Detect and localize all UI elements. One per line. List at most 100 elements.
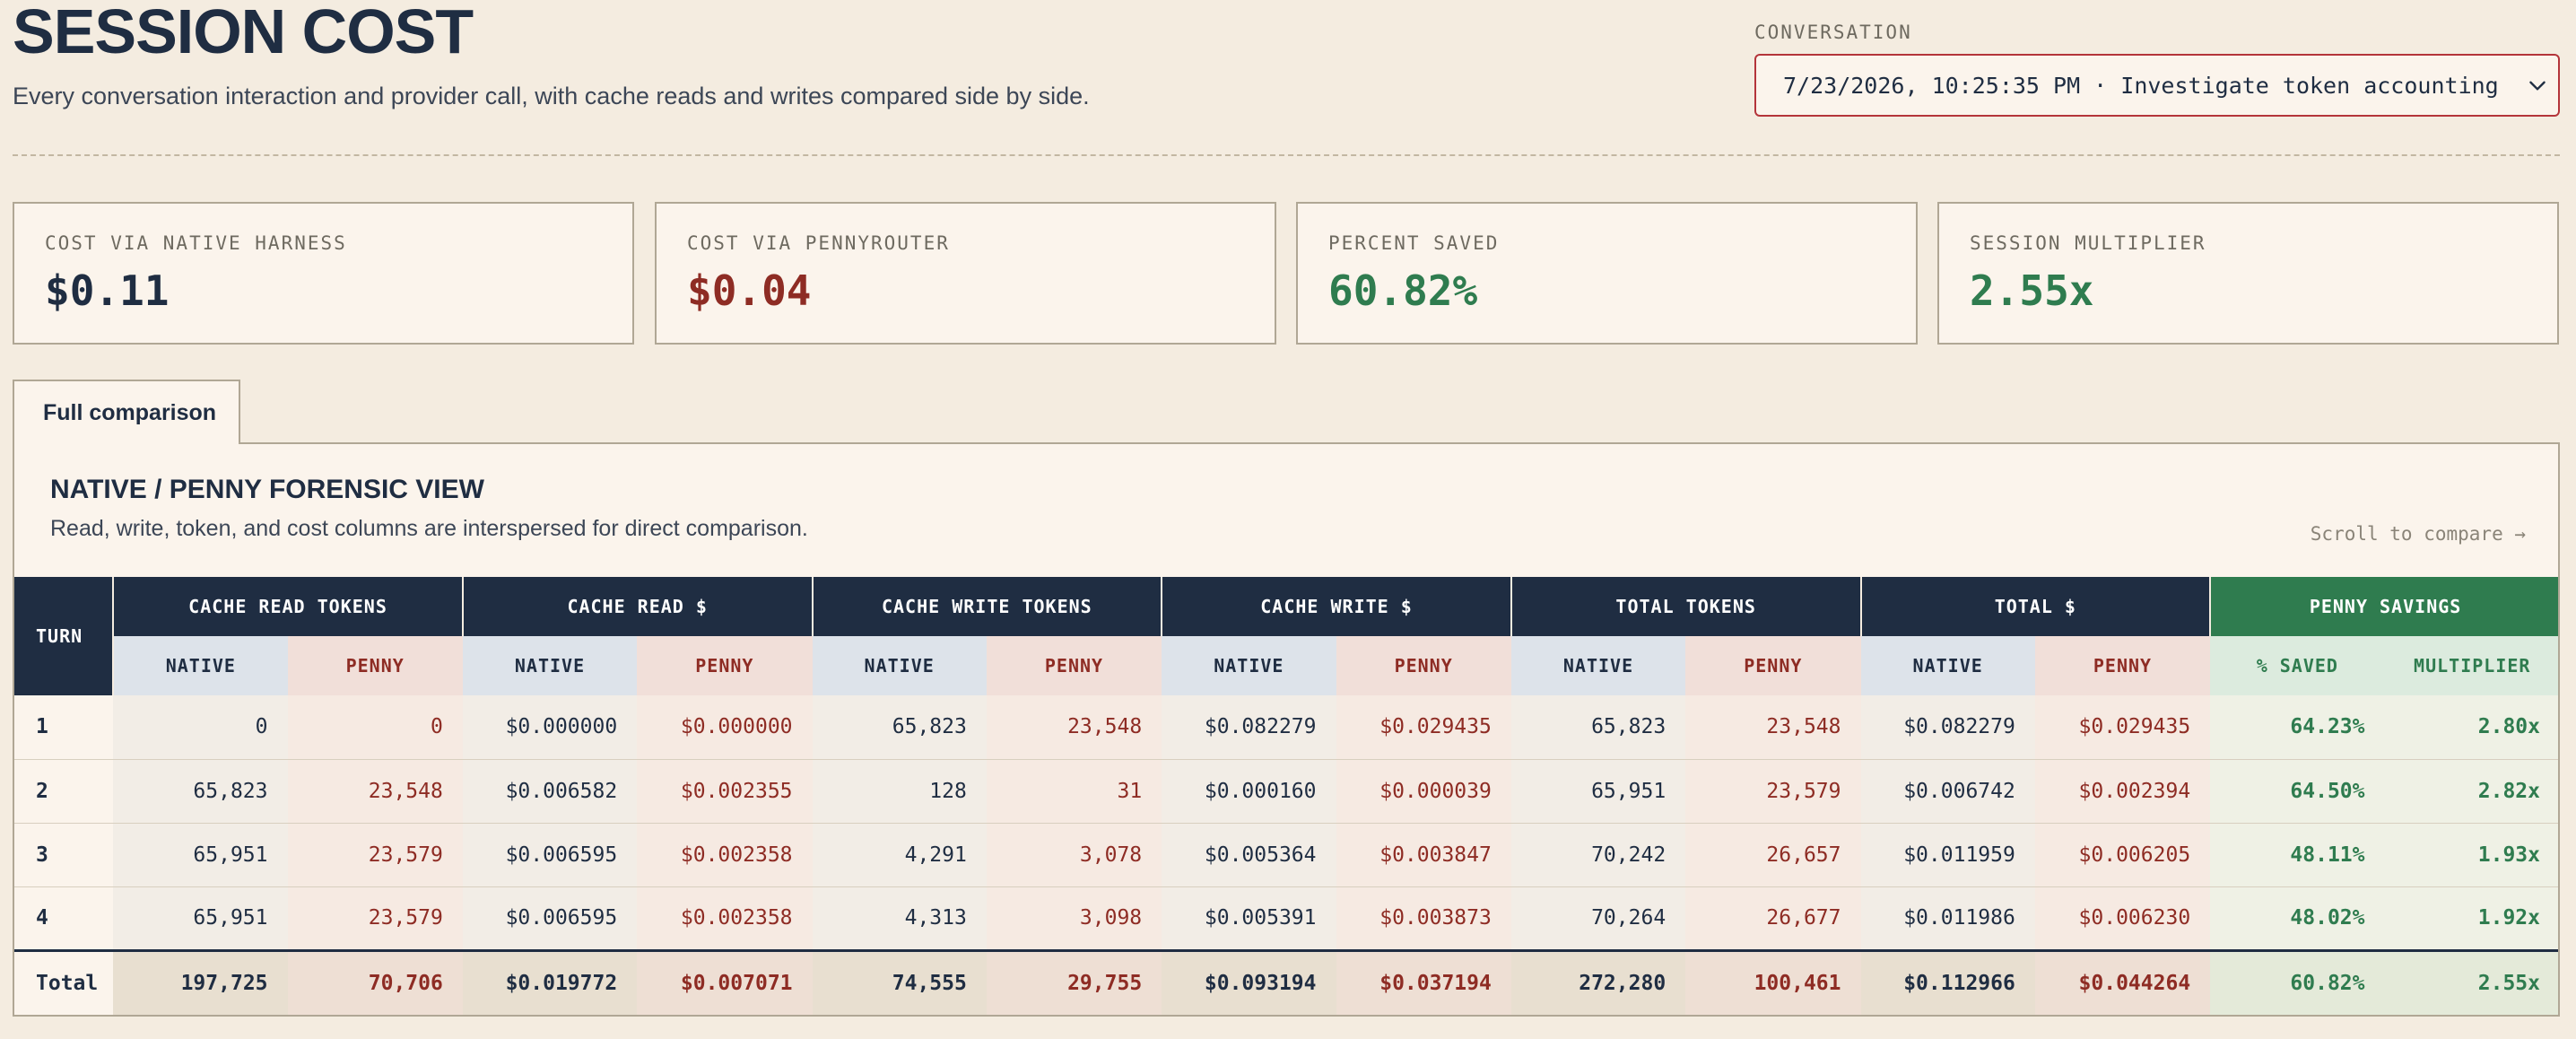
panel-title: NATIVE / PENNY FORENSIC VIEW [50, 475, 484, 504]
native-cell: $0.082279 [1162, 695, 1336, 760]
native-cell: $0.019772 [462, 948, 638, 1015]
table-row: 4 65,951 23,579 $0.006595 $0.002358 4,313 3,09… [14, 886, 2558, 951]
native-cell: 4,291 [812, 823, 987, 887]
comparison-table[interactable]: TURN CACHE READ TOKENS CACHE READ $ CACH… [14, 577, 2558, 1015]
penny-cell: 3,078 [986, 823, 1162, 887]
subheader-native: NATIVE [812, 636, 987, 695]
column-group-cache-read-tokens: CACHE READ TOKENS [113, 577, 464, 636]
native-cell: $0.005391 [1162, 886, 1336, 951]
penny-cell: $0.000000 [637, 695, 813, 760]
stat-card-native-cost: COST VIA NATIVE HARNESS $0.11 [13, 202, 634, 345]
savings-cell: 2.82x [2384, 759, 2558, 824]
penny-cell: $0.003873 [1336, 886, 1511, 951]
subheader-multiplier: MULTIPLIER [2384, 636, 2558, 695]
stat-value: $0.04 [687, 266, 812, 315]
penny-cell: $0.003847 [1336, 823, 1511, 887]
native-cell: $0.006595 [462, 823, 638, 887]
native-cell: $0.112966 [1860, 948, 2035, 1015]
subheader-penny: PENNY [986, 636, 1162, 695]
penny-cell: 26,657 [1685, 823, 1861, 887]
penny-cell: $0.037194 [1336, 948, 1511, 1015]
native-cell: 4,313 [812, 886, 987, 951]
native-cell: 65,951 [1510, 759, 1686, 824]
native-cell: 65,951 [113, 886, 288, 951]
table-row: 2 65,823 23,548 $0.006582 $0.002355 128 31 $0.0… [14, 759, 2558, 824]
stat-label: COST VIA PENNYROUTER [687, 232, 950, 254]
savings-cell: 2.80x [2384, 695, 2558, 760]
native-cell: 65,823 [1510, 695, 1686, 760]
column-group-cache-write-tokens: CACHE WRITE TOKENS [812, 577, 1163, 636]
stat-value: 60.82% [1328, 266, 1478, 315]
penny-cell: $0.002394 [2034, 759, 2211, 824]
table-sub-header-row: NATIVE PENNY NATIVE PENNY NATIVE PENNY N… [14, 636, 2558, 695]
savings-cell: 1.93x [2384, 823, 2558, 887]
column-group-total-tokens: TOTAL TOKENS [1510, 577, 1862, 636]
subheader-native: NATIVE [462, 636, 638, 695]
tab-full-comparison[interactable]: Full comparison [13, 380, 240, 444]
turn-cell: 3 [14, 823, 114, 887]
stat-value: 2.55x [1970, 266, 2094, 315]
turn-cell: 2 [14, 759, 114, 824]
subheader-native: NATIVE [113, 636, 288, 695]
native-cell: $0.006595 [462, 886, 638, 951]
forensic-panel: NATIVE / PENNY FORENSIC VIEW Read, write… [13, 442, 2560, 1017]
penny-cell: $0.006205 [2034, 823, 2211, 887]
subheader-penny: PENNY [1336, 636, 1511, 695]
penny-cell: 23,579 [287, 886, 463, 951]
native-cell: $0.000000 [462, 695, 638, 760]
stat-label: COST VIA NATIVE HARNESS [45, 232, 347, 254]
native-cell: $0.006742 [1860, 759, 2035, 824]
column-header-turn: TURN [14, 577, 115, 695]
conversation-select-value: 7/23/2026, 10:25:35 PM · Investigate tok… [1783, 72, 2499, 99]
penny-cell: 23,548 [287, 759, 463, 824]
turn-cell: 1 [14, 695, 114, 760]
savings-cell: 48.11% [2210, 823, 2385, 887]
savings-cell: 60.82% [2210, 948, 2385, 1015]
table-row: 1 0 0 $0.000000 $0.000000 65,823 23,548 $0.0822… [14, 695, 2558, 760]
stat-card-pennyrouter-cost: COST VIA PENNYROUTER $0.04 [655, 202, 1276, 345]
conversation-select[interactable]: 7/23/2026, 10:25:35 PM · Investigate tok… [1754, 54, 2560, 117]
savings-cell: 64.23% [2210, 695, 2385, 760]
page-title: SESSION COST [13, 0, 474, 66]
native-cell: 74,555 [812, 948, 987, 1015]
penny-cell: $0.029435 [2034, 695, 2211, 760]
stat-card-percent-saved: PERCENT SAVED 60.82% [1296, 202, 1918, 345]
column-group-cache-write-cost: CACHE WRITE $ [1162, 577, 1512, 636]
table-total-row: Total 197,725 70,706 $0.019772 $0.007071 74,5… [14, 948, 2558, 1015]
stat-value: $0.11 [45, 266, 170, 315]
penny-cell: $0.029435 [1336, 695, 1511, 760]
turn-cell: Total [14, 948, 114, 1015]
column-group-penny-savings: PENNY SAVINGS [2210, 577, 2558, 636]
native-cell: 0 [113, 695, 288, 760]
subheader-native: NATIVE [1510, 636, 1686, 695]
penny-cell: 23,548 [986, 695, 1162, 760]
stat-label: SESSION MULTIPLIER [1970, 232, 2206, 254]
subheader-percent-saved: % SAVED [2210, 636, 2385, 695]
native-cell: 65,823 [812, 695, 987, 760]
penny-cell: 3,098 [986, 886, 1162, 951]
scroll-hint: Scroll to compare → [2310, 523, 2526, 545]
header-divider [13, 154, 2560, 156]
penny-cell: 23,548 [1685, 695, 1861, 760]
penny-cell: 29,755 [986, 948, 1162, 1015]
native-cell: 272,280 [1510, 948, 1686, 1015]
table-group-header-row: TURN CACHE READ TOKENS CACHE READ $ CACH… [14, 577, 2558, 695]
page-subtitle: Every conversation interaction and provi… [13, 83, 1090, 109]
native-cell: 70,264 [1510, 886, 1686, 951]
penny-cell: 70,706 [287, 948, 463, 1015]
chevron-down-icon [2529, 81, 2546, 91]
native-cell: 70,242 [1510, 823, 1686, 887]
penny-cell: $0.044264 [2034, 948, 2211, 1015]
penny-cell: $0.002358 [637, 823, 813, 887]
native-cell: 65,951 [113, 823, 288, 887]
penny-cell: $0.006230 [2034, 886, 2211, 951]
penny-cell: $0.002355 [637, 759, 813, 824]
conversation-label: CONVERSATION [1754, 22, 1912, 43]
penny-cell: 23,579 [1685, 759, 1861, 824]
subheader-native: NATIVE [1860, 636, 2035, 695]
native-cell: $0.006582 [462, 759, 638, 824]
subheader-penny: PENNY [1685, 636, 1861, 695]
savings-cell: 48.02% [2210, 886, 2385, 951]
subheader-native: NATIVE [1162, 636, 1336, 695]
subheader-penny: PENNY [287, 636, 463, 695]
